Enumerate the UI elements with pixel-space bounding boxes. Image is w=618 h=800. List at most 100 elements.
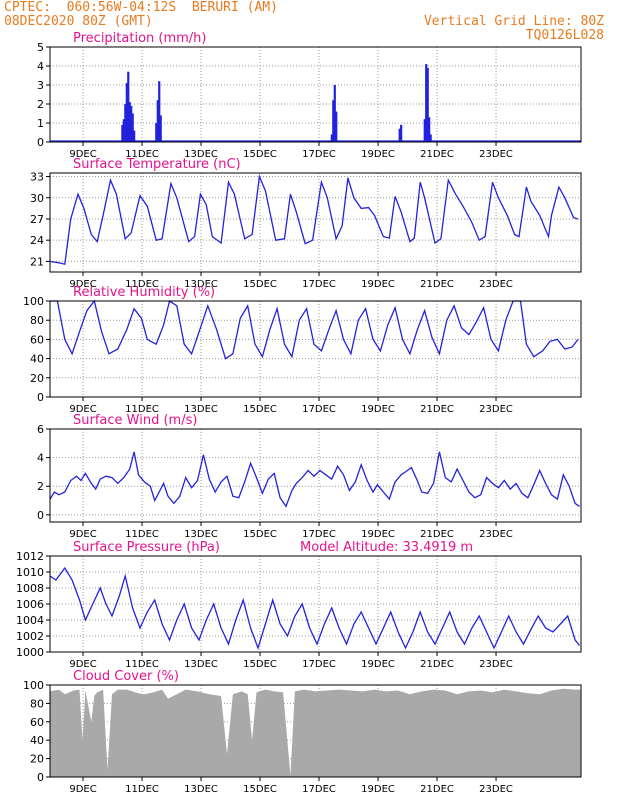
xtick-label-precip-0: 9DEC (69, 149, 96, 160)
xtick-label-rh-1: 11DEC (125, 404, 159, 415)
xtick-label-cloud-7: 23DEC (479, 784, 513, 795)
panel-title-wind: Surface Wind (m/s) (73, 413, 197, 428)
temp-series-line (49, 174, 579, 265)
ytick-label-precip-2: 2 (37, 98, 44, 111)
ytick-label-wind-3: 6 (37, 423, 44, 436)
ytick-label-cloud-4: 80 (30, 697, 44, 710)
xtick-label-precip-7: 23DEC (479, 149, 513, 160)
precip-bar-20 (425, 64, 428, 142)
ytick-label-cloud-1: 20 (30, 753, 44, 766)
frame-wind (49, 428, 582, 523)
precip-bar-14 (332, 100, 335, 142)
panel-title-cloud: Cloud Cover (%) (73, 669, 179, 684)
xtick-label-pres-7: 23DEC (479, 659, 513, 670)
xtick-label-wind-3: 15DEC (243, 529, 277, 540)
xtick-label-pres-1: 11DEC (125, 659, 159, 670)
ytick-label-temp-3: 30 (30, 192, 44, 205)
panel-precip: 0 1 2 3 4 5 9DEC 11DEC 13DEC 15DEC 17DEC 19DEC 21DEC… (37, 31, 582, 160)
pres-series-line (49, 566, 581, 651)
xtick-label-wind-2: 13DEC (184, 529, 218, 540)
precip-bar-23 (429, 134, 432, 142)
xtick-label-rh-0: 9DEC (69, 404, 96, 415)
ytick-label-wind-0: 0 (37, 509, 44, 522)
ytick-label-rh-3: 60 (30, 333, 44, 346)
xtick-label-wind-6: 21DEC (420, 529, 454, 540)
ytick-label-cloud-0: 0 (37, 771, 44, 784)
xtick-label-temp-4: 17DEC (302, 279, 336, 290)
precip-bar-12 (159, 115, 162, 142)
station-header: CPTEC: 060:56W-04:12S BERURI (AM) (4, 0, 278, 15)
ytick-label-pres-2: 1004 (16, 614, 44, 627)
xtick-label-rh-4: 17DEC (302, 404, 336, 415)
wind-series-line (49, 451, 580, 508)
frame-rh (49, 300, 582, 398)
ytick-label-rh-1: 20 (30, 372, 44, 385)
panel-rh: 0 20 40 60 80 100 9DEC 11DEC 13DEC 15DEC 17DEC 19DE… (23, 285, 582, 415)
frame-temp (49, 172, 582, 273)
precip-bar-7 (131, 113, 134, 142)
xtick-label-cloud-1: 11DEC (125, 784, 159, 795)
xtick-label-pres-4: 17DEC (302, 659, 336, 670)
ytick-label-precip-5: 5 (37, 41, 44, 54)
xtick-label-cloud-6: 21DEC (420, 784, 454, 795)
ytick-label-pres-0: 1000 (16, 646, 44, 659)
ytick-label-precip-1: 1 (37, 117, 44, 130)
panel-subtitle-pres: Model Altitude: 33.4919 m (300, 540, 473, 555)
xtick-label-temp-0: 9DEC (69, 279, 96, 290)
precip-bar-19 (423, 119, 426, 142)
xtick-label-rh-2: 13DEC (184, 404, 218, 415)
xtick-label-precip-5: 19DEC (361, 149, 395, 160)
precip-bar-9 (155, 123, 158, 142)
precip-bar-15 (333, 85, 336, 142)
ytick-label-pres-4: 1008 (16, 582, 44, 595)
panel-temp: 21 24 27 30 33 9DEC 11DEC 13DEC 15DEC 17DEC 19DEC 2… (30, 157, 582, 290)
xtick-label-temp-1: 11DEC (125, 279, 159, 290)
cloud-cover-area (50, 688, 581, 777)
precip-bar-22 (428, 117, 431, 142)
xtick-label-pres-2: 13DEC (184, 659, 218, 670)
precip-bar-6 (130, 105, 133, 142)
xtick-label-precip-6: 21DEC (420, 149, 454, 160)
ytick-label-rh-2: 40 (30, 353, 44, 366)
ytick-label-precip-3: 3 (37, 79, 44, 92)
precip-bar-2 (124, 104, 127, 142)
xtick-label-wind-7: 23DEC (479, 529, 513, 540)
xtick-label-precip-4: 17DEC (302, 149, 336, 160)
xtick-label-pres-6: 21DEC (420, 659, 454, 670)
ytick-label-precip-4: 4 (37, 60, 44, 73)
precip-bar-3 (125, 83, 128, 142)
frame-cloud (49, 684, 582, 778)
ytick-label-rh-4: 80 (30, 314, 44, 327)
xtick-label-temp-7: 23DEC (479, 279, 513, 290)
xtick-label-wind-5: 19DEC (361, 529, 395, 540)
ytick-label-wind-1: 2 (37, 480, 44, 493)
xtick-label-wind-4: 17DEC (302, 529, 336, 540)
xtick-label-temp-6: 21DEC (420, 279, 454, 290)
precip-bar-11 (158, 81, 161, 142)
ytick-label-temp-4: 33 (30, 171, 44, 184)
xtick-label-temp-3: 15DEC (243, 279, 277, 290)
frame-pres (49, 555, 582, 653)
panel-title-pres: Surface Pressure (hPa) (73, 540, 220, 555)
xtick-label-precip-1: 11DEC (125, 149, 159, 160)
panel-title-temp: Surface Temperature (nC) (73, 157, 241, 172)
precip-bar-8 (133, 130, 136, 142)
xtick-label-rh-6: 21DEC (420, 404, 454, 415)
xtick-label-pres-5: 19DEC (361, 659, 395, 670)
ytick-label-pres-6: 1012 (16, 550, 44, 563)
xtick-label-wind-0: 9DEC (69, 529, 96, 540)
xtick-label-rh-5: 19DEC (361, 404, 395, 415)
precip-bar-10 (156, 100, 159, 142)
grid-note-label: Vertical Grid Line: 80Z (423, 14, 604, 29)
ytick-label-temp-1: 24 (30, 234, 44, 247)
panel-cloud: 0 20 40 60 80 100 9DEC 11DEC 13DEC 15DEC 17DEC 19DE… (23, 669, 582, 795)
precip-bar-4 (127, 71, 130, 142)
xtick-label-cloud-4: 17DEC (302, 784, 336, 795)
xtick-label-cloud-0: 9DEC (69, 784, 96, 795)
xtick-label-pres-0: 9DEC (69, 659, 96, 670)
ytick-label-cloud-3: 60 (30, 716, 44, 729)
panel-pres: 1000 1002 1004 1006 1008 1010 1012 9DEC 11DEC 13D… (16, 540, 582, 670)
xtick-label-precip-2: 13DEC (184, 149, 218, 160)
